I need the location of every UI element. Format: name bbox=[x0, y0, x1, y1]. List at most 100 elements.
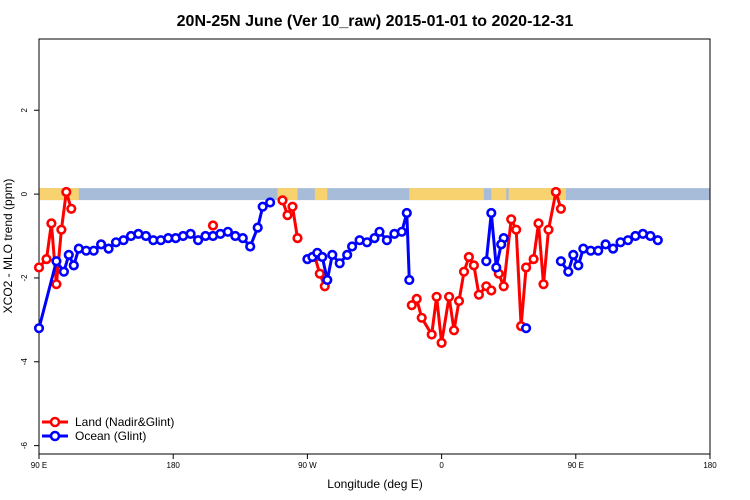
data-point bbox=[252, 222, 263, 233]
data-point bbox=[322, 274, 333, 286]
data-point bbox=[282, 210, 293, 221]
y-tick-label: 2 bbox=[20, 107, 29, 112]
data-point bbox=[431, 291, 442, 302]
data-point bbox=[193, 235, 204, 246]
data-point bbox=[140, 230, 151, 242]
data-point bbox=[381, 235, 393, 246]
band-land-2 bbox=[314, 188, 328, 201]
data-point bbox=[406, 300, 417, 311]
series-layer bbox=[33, 186, 663, 349]
x-tick-label: 90 E bbox=[31, 461, 47, 470]
data-point bbox=[61, 186, 72, 198]
data-point bbox=[334, 258, 345, 269]
data-point bbox=[33, 262, 45, 273]
y-tick-label: -4 bbox=[20, 358, 29, 366]
data-point bbox=[436, 337, 447, 349]
data-point bbox=[416, 312, 427, 323]
data-point bbox=[118, 235, 129, 246]
y-tick-label: -2 bbox=[20, 274, 29, 282]
data-point bbox=[458, 266, 470, 277]
data-point bbox=[396, 226, 407, 237]
data-point bbox=[528, 254, 539, 265]
data-point bbox=[245, 241, 256, 252]
legend-land-marker bbox=[49, 416, 61, 428]
data-point bbox=[287, 201, 298, 212]
x-axis-label: Longitude (deg E) bbox=[327, 477, 422, 491]
x-tick-label: 180 bbox=[703, 461, 717, 470]
data-point bbox=[563, 266, 574, 277]
band-land-3 bbox=[409, 188, 484, 201]
data-point bbox=[314, 268, 325, 279]
data-point bbox=[327, 249, 338, 260]
series-ocean bbox=[33, 197, 663, 334]
data-point bbox=[222, 226, 233, 237]
data-point bbox=[292, 233, 303, 244]
data-point bbox=[506, 214, 517, 225]
y-tick-label: -6 bbox=[20, 442, 29, 450]
data-point bbox=[555, 203, 567, 214]
data-point bbox=[426, 329, 437, 340]
data-point bbox=[645, 230, 656, 242]
legend-land-label: Land (Nadir&Glint) bbox=[75, 415, 174, 429]
data-point bbox=[46, 218, 57, 229]
data-point bbox=[185, 228, 196, 239]
series-line bbox=[484, 211, 503, 269]
data-point bbox=[486, 285, 497, 296]
data-point bbox=[593, 245, 604, 256]
x-tick-label: 180 bbox=[167, 461, 181, 470]
data-point bbox=[237, 233, 248, 244]
data-point bbox=[369, 233, 380, 244]
data-point bbox=[51, 279, 62, 290]
data-point bbox=[481, 256, 492, 267]
data-point bbox=[622, 235, 634, 246]
series-land bbox=[33, 186, 567, 349]
data-point bbox=[257, 201, 268, 212]
data-point bbox=[538, 279, 549, 290]
data-point bbox=[607, 243, 619, 254]
data-point bbox=[103, 243, 114, 254]
data-point bbox=[448, 325, 460, 336]
x-tick-label: 0 bbox=[439, 461, 444, 470]
series-line bbox=[497, 190, 563, 328]
data-point bbox=[207, 220, 219, 231]
y-tick-label: 0 bbox=[20, 191, 29, 196]
data-point bbox=[68, 260, 79, 271]
data-point bbox=[568, 249, 579, 260]
legend: Land (Nadir&Glint) Ocean (Glint) bbox=[42, 415, 174, 443]
band-ocean bbox=[39, 188, 710, 201]
data-point bbox=[56, 224, 67, 235]
data-point bbox=[453, 295, 465, 307]
data-point bbox=[401, 207, 412, 219]
y-axis: -6 -4 -2 0 2 bbox=[20, 107, 39, 449]
data-point bbox=[95, 239, 107, 250]
data-point bbox=[496, 239, 507, 250]
data-point bbox=[533, 218, 544, 229]
x-axis: 90 E 180 90 W 0 90 E 180 bbox=[31, 454, 717, 470]
data-point bbox=[317, 251, 328, 263]
band-land-4 bbox=[491, 188, 507, 201]
data-point bbox=[51, 256, 62, 267]
x-tick-label: 90 E bbox=[568, 461, 584, 470]
data-point bbox=[33, 323, 45, 334]
data-point bbox=[473, 289, 485, 300]
data-point bbox=[347, 241, 358, 252]
data-point bbox=[520, 262, 532, 273]
data-point bbox=[543, 224, 554, 235]
data-point bbox=[652, 235, 663, 246]
data-point bbox=[463, 251, 475, 263]
y-axis-label: XCO2 - MLO trend (ppm) bbox=[1, 179, 15, 314]
data-point bbox=[573, 260, 584, 271]
chart-title: 20N-25N June (Ver 10_raw) 2015-01-01 to … bbox=[177, 13, 574, 30]
data-point bbox=[404, 274, 415, 286]
data-point bbox=[58, 266, 70, 277]
legend-ocean-marker bbox=[49, 430, 61, 442]
data-point bbox=[491, 262, 502, 273]
data-point bbox=[555, 256, 567, 267]
data-point bbox=[342, 249, 353, 260]
data-point bbox=[498, 281, 509, 292]
data-point bbox=[265, 197, 276, 208]
data-point bbox=[520, 323, 532, 334]
data-point bbox=[361, 237, 373, 248]
data-point bbox=[550, 186, 562, 198]
